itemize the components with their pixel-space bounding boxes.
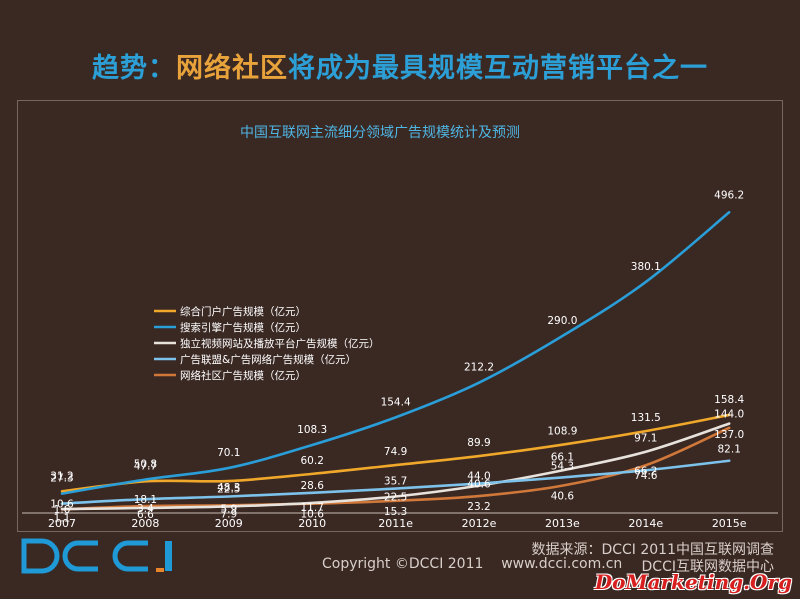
data-label: 89.9 [467, 437, 490, 449]
data-label: 18.1 [134, 494, 157, 506]
data-label: 131.5 [631, 412, 661, 424]
x-tick-label: 2015e [712, 517, 747, 530]
data-label: 3.4 [137, 503, 154, 515]
series-line [60, 459, 731, 505]
data-label: 10.6 [301, 509, 325, 521]
data-label: 496.2 [714, 189, 744, 201]
data-label: 10.6 [50, 499, 74, 511]
legend-label: 网络社区广告规模（亿元） [180, 369, 306, 382]
series-line [60, 210, 731, 495]
data-label: 50.8 [134, 459, 157, 471]
data-label: 15.3 [384, 506, 407, 518]
dcci-logo [20, 538, 200, 578]
x-tick-label: 2010 [298, 517, 326, 530]
watermark: DoMarketing.Org [594, 570, 792, 594]
data-label: 154.4 [381, 396, 411, 408]
x-tick-label: 2014e [628, 517, 663, 530]
data-label: 6.6 [137, 509, 154, 521]
data-label: 212.2 [464, 362, 494, 374]
chart-panel [17, 100, 783, 532]
data-label: 60.2 [301, 455, 324, 467]
data-label: 137.0 [714, 429, 744, 441]
data-label: 144.0 [714, 409, 744, 421]
data-label: 74.9 [384, 446, 407, 458]
data-label: 31.2 [50, 470, 73, 482]
data-label: 1.1 [54, 512, 71, 524]
data-label: 23.2 [467, 501, 490, 513]
data-source: 数据来源：DCCI 2011中国互联网调查 [531, 542, 774, 558]
data-label: 40.6 [467, 479, 491, 491]
data-label: 54.3 [551, 460, 574, 472]
data-label: 22.5 [384, 492, 407, 504]
data-label: 5.9 [220, 503, 237, 515]
x-tick-label: 2012e [462, 517, 497, 530]
legend-label: 广告联盟&广告网络广告规模（亿元） [180, 353, 356, 366]
data-label: 40.6 [551, 491, 575, 503]
legend-label: 独立视频网站及播放平台广告规模（亿元） [180, 337, 380, 350]
copyright-line: Copyright ©DCCI 2011 www.dcci.com.cn [322, 556, 622, 572]
legend-label: 搜索引擎广告规模（亿元） [180, 321, 306, 334]
data-label: 22.5 [217, 484, 240, 496]
x-tick-label: 2009 [215, 517, 243, 530]
chart-title: 中国互联网主流细分领域广告规模统计及预测 [240, 125, 520, 141]
title-part2: 网络社区 [176, 53, 288, 84]
data-label: 11.7 [301, 502, 324, 514]
data-label: 28.6 [301, 480, 325, 492]
data-label: 82.1 [718, 444, 741, 456]
site-url[interactable]: www.dcci.com.cn [501, 556, 623, 572]
data-center: DCCI互联网数据中心 [641, 559, 774, 575]
data-label: 108.3 [297, 424, 327, 436]
x-tick-label: 2008 [131, 517, 159, 530]
series-line [60, 422, 731, 511]
x-tick-label: 2011e [378, 517, 413, 530]
data-label: 47.7 [134, 460, 157, 472]
series-line [60, 413, 731, 493]
data-label: 70.1 [217, 447, 240, 459]
data-label: 48.3 [217, 482, 240, 494]
data-label: 27.3 [50, 473, 73, 485]
copyright: Copyright ©DCCI 2011 [322, 556, 484, 572]
data-label: 1.6 [54, 504, 71, 516]
dcci-logo-graphic [21, 538, 172, 574]
title-part3: 将成为最具规模互动营销平台之一 [288, 53, 708, 84]
slide-title: 趋势：网络社区将成为最具规模互动营销平台之一 [0, 46, 800, 85]
data-label: 74.6 [634, 470, 658, 482]
data-label: 66.1 [551, 451, 574, 463]
data-label: 35.7 [384, 476, 407, 488]
data-label: 97.1 [634, 433, 657, 445]
data-label: 66.2 [634, 465, 657, 477]
data-label: 380.1 [631, 261, 661, 273]
data-label: 290.0 [547, 315, 577, 327]
x-tick-label: 2013e [545, 517, 580, 530]
legend-label: 综合门户广告规模（亿元） [180, 305, 306, 318]
data-label: 108.9 [547, 426, 577, 438]
title-part1: 趋势： [92, 53, 176, 84]
data-label: 7.9 [220, 508, 237, 520]
data-label: 44.0 [467, 471, 490, 483]
data-label: 158.4 [714, 394, 744, 406]
x-tick-label: 2007 [48, 517, 76, 530]
